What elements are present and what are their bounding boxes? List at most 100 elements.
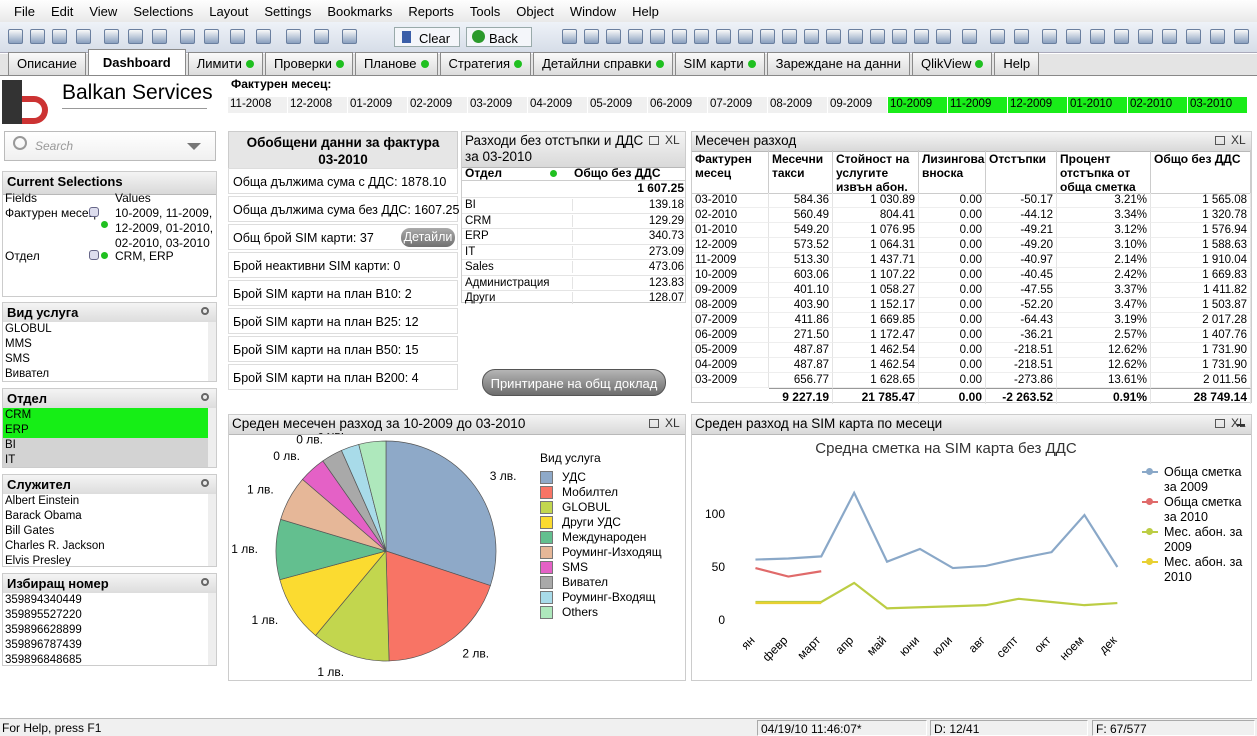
list-item[interactable]: Charles R. Jackson — [3, 539, 208, 554]
toolbar-icon[interactable] — [286, 29, 301, 44]
month-cell[interactable]: 10-2009 — [888, 97, 948, 113]
month-cell[interactable]: 11-2009 — [948, 97, 1008, 113]
toolbar-icon[interactable] — [30, 29, 45, 44]
toolbar-icon[interactable] — [128, 29, 143, 44]
tab[interactable]: Зареждане на данни — [766, 52, 910, 75]
toolbar-icon[interactable] — [314, 29, 329, 44]
tab[interactable]: Dashboard — [87, 49, 186, 75]
month-cell[interactable]: 08-2009 — [768, 97, 828, 113]
tab[interactable]: Описание — [8, 52, 86, 75]
list-item[interactable]: IT — [3, 453, 208, 467]
list-item[interactable]: ERP — [3, 423, 208, 438]
toolbar-icon[interactable] — [230, 29, 245, 44]
menu-item[interactable]: Tools — [469, 3, 501, 19]
toolbar-icon[interactable] — [914, 29, 929, 44]
list-item[interactable]: MMS — [3, 337, 208, 352]
toolbar-icon[interactable] — [1186, 29, 1201, 44]
toolbar-icon[interactable] — [804, 29, 819, 44]
list-item[interactable]: Elvis Presley — [3, 554, 208, 566]
month-cell[interactable]: 01-2009 — [348, 97, 408, 113]
tab[interactable]: SIM карти — [674, 52, 765, 75]
toolbar-icon[interactable] — [180, 29, 195, 44]
toolbar-icon[interactable] — [1138, 29, 1153, 44]
tab[interactable]: Стратегия — [439, 52, 532, 75]
list-item[interactable]: SMS — [3, 352, 208, 367]
toolbar-icon[interactable] — [848, 29, 863, 44]
toolbar-icon[interactable] — [628, 29, 643, 44]
print-report-button[interactable]: Принтиране на общ доклад — [482, 369, 666, 396]
month-cell[interactable]: 02-2010 — [1128, 97, 1188, 113]
toolbar-icon[interactable] — [870, 29, 885, 44]
toolbar-icon[interactable] — [936, 29, 951, 44]
toolbar-icon[interactable] — [606, 29, 621, 44]
toolbar-icon[interactable] — [1090, 29, 1105, 44]
toolbar-icon[interactable] — [562, 29, 577, 44]
list-item[interactable]: 359896787439 — [3, 638, 208, 653]
list-item[interactable]: GLOBUL — [3, 322, 208, 337]
list-item[interactable]: Вивател — [3, 367, 208, 381]
toolbar-icon[interactable] — [256, 29, 271, 44]
toolbar-icon[interactable] — [990, 29, 1005, 44]
menu-item[interactable]: Selections — [133, 3, 194, 19]
tab[interactable]: Help — [994, 52, 1040, 75]
month-cell[interactable]: 03-2010 — [1188, 97, 1248, 113]
list-item[interactable]: 359894340449 — [3, 593, 208, 608]
list-item[interactable]: 359896628899 — [3, 623, 208, 638]
menu-item[interactable]: File — [14, 3, 35, 19]
list-item[interactable]: BI — [3, 438, 208, 453]
toolbar-icon[interactable] — [962, 29, 977, 44]
list-item[interactable]: 359896848685 — [3, 653, 208, 665]
toolbar-icon[interactable] — [1066, 29, 1081, 44]
list-item[interactable]: Barack Obama — [3, 509, 208, 524]
toolbar-icon[interactable] — [672, 29, 687, 44]
tab[interactable]: QlikView — [912, 52, 993, 75]
menu-item[interactable]: View — [89, 3, 118, 19]
menu-item[interactable]: Settings — [264, 3, 312, 19]
menu-item[interactable]: Help — [632, 3, 659, 19]
month-cell[interactable]: 12-2009 — [1008, 97, 1068, 113]
list-item[interactable]: Bill Gates — [3, 524, 208, 539]
toolbar-icon[interactable] — [76, 29, 91, 44]
toolbar-icon[interactable] — [342, 29, 357, 44]
toolbar-icon[interactable] — [738, 29, 753, 44]
month-cell[interactable]: 07-2009 — [708, 97, 768, 113]
back-button[interactable]: Back — [466, 27, 532, 47]
toolbar-icon[interactable] — [52, 29, 67, 44]
tab[interactable]: Детайлни справки — [533, 52, 673, 75]
toolbar-icon[interactable] — [650, 29, 665, 44]
month-cell[interactable]: 09-2009 — [828, 97, 888, 113]
month-cell[interactable]: 11-2008 — [228, 97, 288, 113]
list-item[interactable]: CRM — [3, 408, 208, 423]
menu-item[interactable]: Bookmarks — [327, 3, 393, 19]
toolbar-icon[interactable] — [1042, 29, 1057, 44]
toolbar-icon[interactable] — [892, 29, 907, 44]
details-button[interactable]: Детайли — [401, 228, 455, 247]
toolbar-icon[interactable] — [1162, 29, 1177, 44]
month-cell[interactable]: 02-2009 — [408, 97, 468, 113]
list-item[interactable]: Albert Einstein — [3, 494, 208, 509]
toolbar-icon[interactable] — [152, 29, 167, 44]
toolbar-icon[interactable] — [104, 29, 119, 44]
month-cell[interactable]: 04-2009 — [528, 97, 588, 113]
month-cell[interactable]: 03-2009 — [468, 97, 528, 113]
toolbar-icon[interactable] — [584, 29, 599, 44]
toolbar-icon[interactable] — [204, 29, 219, 44]
toolbar-icon[interactable] — [694, 29, 709, 44]
clear-button[interactable]: Clear — [394, 27, 460, 47]
toolbar-icon[interactable] — [826, 29, 841, 44]
toolbar-icon[interactable] — [782, 29, 797, 44]
menu-item[interactable]: Edit — [50, 3, 74, 19]
list-item[interactable]: 359895527220 — [3, 608, 208, 623]
month-cell[interactable]: 01-2010 — [1068, 97, 1128, 113]
menu-item[interactable]: Object — [516, 3, 554, 19]
menu-item[interactable]: Reports — [408, 3, 454, 19]
toolbar-icon[interactable] — [1014, 29, 1029, 44]
toolbar-icon[interactable] — [1210, 29, 1225, 44]
toolbar-icon[interactable] — [716, 29, 731, 44]
toolbar-icon[interactable] — [8, 29, 23, 44]
month-cell[interactable]: 12-2008 — [288, 97, 348, 113]
menu-item[interactable]: Layout — [209, 3, 249, 19]
toolbar-icon[interactable] — [760, 29, 775, 44]
tab[interactable]: Лимити — [187, 52, 263, 75]
month-cell[interactable]: 05-2009 — [588, 97, 648, 113]
